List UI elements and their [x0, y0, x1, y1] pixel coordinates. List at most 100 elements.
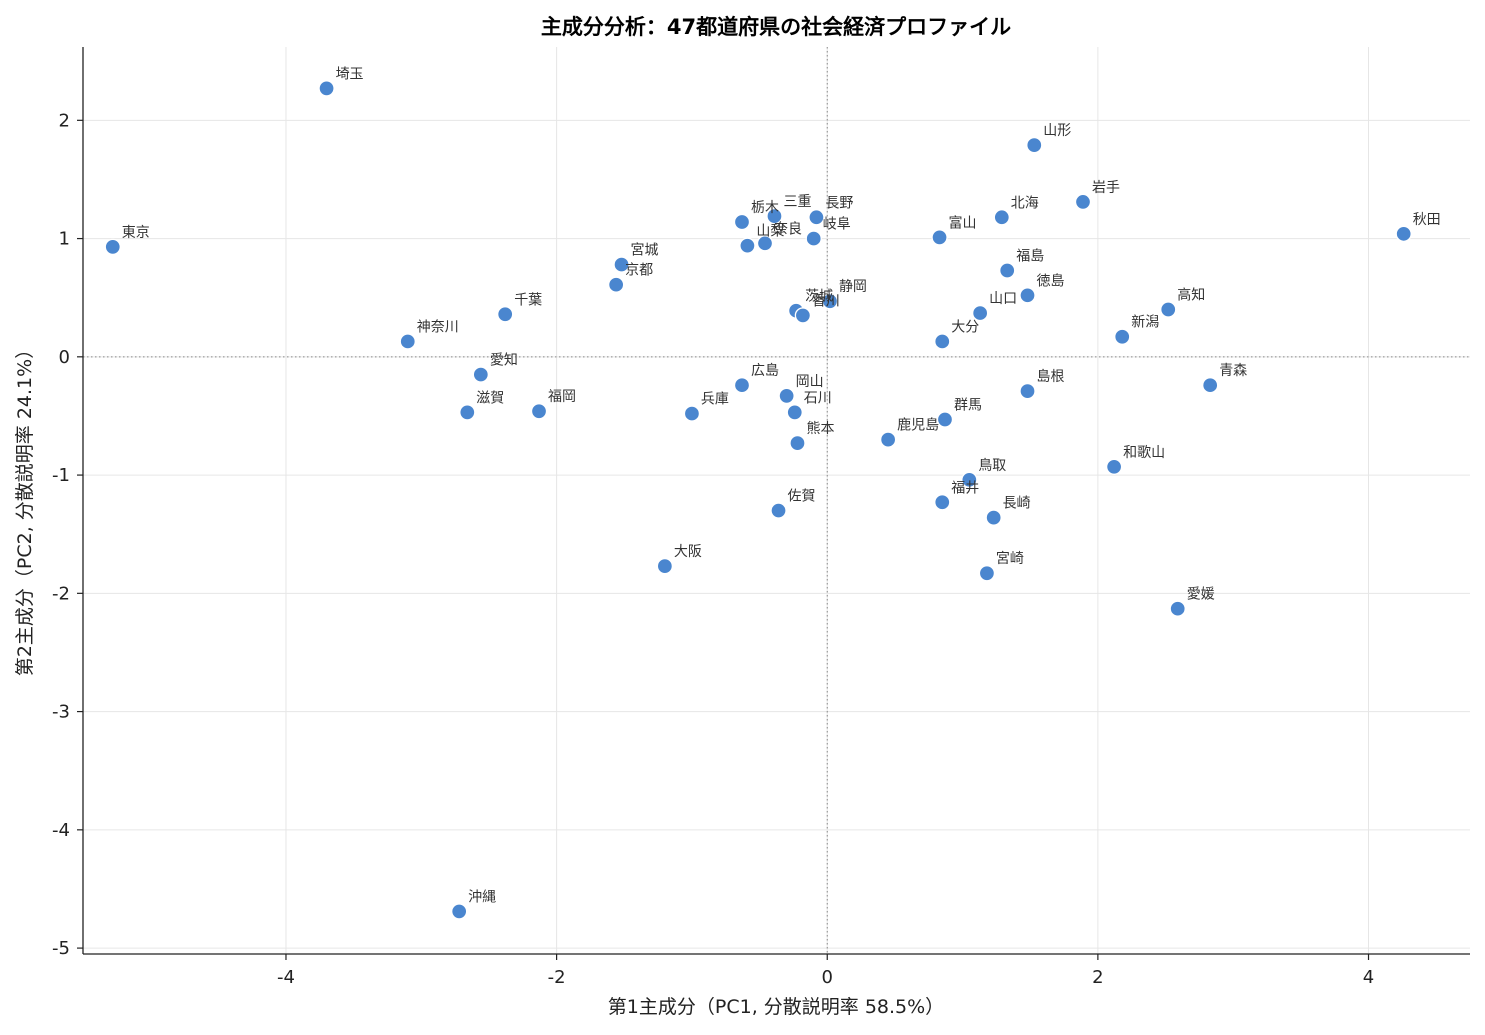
data-point — [972, 304, 989, 322]
point-label: 徳島 — [1037, 273, 1065, 289]
data-point — [733, 213, 751, 231]
chart-title: 主成分分析：47都道府県の社会経済プロファイル — [541, 15, 1011, 39]
point-label: 宮崎 — [996, 551, 1024, 567]
x-tick-label: -2 — [548, 967, 566, 988]
point-label: 大阪 — [674, 544, 702, 560]
data-point — [789, 434, 806, 452]
data-point — [1160, 301, 1177, 318]
point-label: 鳥取 — [978, 458, 1006, 474]
point-label: 大分 — [951, 319, 979, 335]
data-point — [656, 557, 674, 575]
point-label: 静岡 — [839, 279, 867, 295]
data-point — [786, 404, 803, 421]
point-label: 滋賀 — [476, 390, 504, 406]
data-point — [1074, 193, 1092, 211]
point-label: 熊本 — [806, 421, 834, 437]
data-point — [808, 209, 825, 226]
y-tick-label: 1 — [59, 229, 70, 250]
data-point — [472, 366, 489, 383]
point-label: 秋田 — [1413, 212, 1441, 228]
point-label: 石川 — [804, 390, 832, 406]
point-label: 神奈川 — [417, 319, 459, 335]
point-label: 兵庫 — [701, 391, 729, 408]
point-label: 宮城 — [631, 243, 659, 259]
data-point — [821, 293, 839, 310]
data-point — [931, 229, 948, 246]
data-point — [934, 333, 951, 350]
data-point — [1019, 382, 1036, 400]
data-point — [961, 471, 978, 488]
axes — [82, 47, 1470, 955]
point-label: 新潟 — [1131, 315, 1159, 331]
y-axis-ticks: -5 -4 -3 -2 -1 0 1 2 — [52, 110, 83, 959]
x-tick-label: 2 — [1092, 967, 1103, 988]
data-point — [739, 237, 756, 254]
data-point — [756, 235, 774, 252]
y-tick-label: -5 — [52, 938, 70, 959]
y-tick-label: -4 — [52, 820, 70, 841]
zero-reference-lines — [83, 47, 1470, 954]
data-point — [879, 431, 897, 448]
data-point — [613, 256, 630, 273]
point-label: 沖縄 — [468, 889, 496, 905]
data-point — [1114, 328, 1131, 345]
data-point — [733, 377, 751, 394]
data-point — [318, 80, 335, 97]
point-label: 三重 — [783, 194, 811, 210]
data-point — [985, 509, 1002, 526]
x-tick-label: 4 — [1363, 967, 1374, 988]
point-label: 愛媛 — [1187, 587, 1215, 603]
data-point — [993, 209, 1010, 226]
point-label: 福井 — [951, 480, 979, 496]
point-label: 山梨 — [756, 224, 784, 240]
point-label: 岩手 — [1092, 180, 1120, 196]
point-label: 千葉 — [514, 292, 542, 308]
data-point — [459, 404, 476, 421]
point-label: 山口 — [989, 291, 1017, 307]
data-point — [1202, 377, 1219, 394]
data-point — [778, 387, 795, 404]
y-tick-label: -2 — [52, 583, 70, 604]
point-label: 青森 — [1219, 363, 1247, 379]
x-tick-label: -4 — [277, 967, 295, 988]
point-label: 埼玉 — [336, 66, 364, 82]
point-label: 愛知 — [490, 352, 518, 369]
point-label: 和歌山 — [1123, 445, 1165, 461]
point-label: 長野 — [825, 195, 853, 211]
point-label: 北海 — [1011, 195, 1039, 211]
data-point — [794, 307, 812, 324]
point-label: 京都 — [625, 263, 653, 279]
x-axis-ticks: -4 -2 0 2 4 — [277, 954, 1374, 988]
point-label: 群馬 — [954, 397, 982, 413]
data-point — [805, 230, 822, 247]
y-tick-label: -1 — [52, 465, 70, 486]
point-label: 岐阜 — [823, 216, 851, 233]
point-label: 富山 — [949, 214, 977, 231]
x-tick-label: 0 — [822, 967, 833, 988]
data-point — [978, 565, 996, 582]
point-label: 福島 — [1016, 248, 1044, 264]
data-points — [104, 80, 1412, 920]
data-point — [770, 502, 787, 519]
point-label: 高知 — [1177, 287, 1205, 304]
point-label: 島根 — [1037, 369, 1065, 385]
data-point — [999, 262, 1016, 279]
data-point — [497, 306, 514, 323]
point-label: 広島 — [751, 363, 779, 379]
data-point — [766, 207, 783, 225]
data-point — [1105, 458, 1123, 475]
x-axis-label: 第1主成分（PC1, 分散説明率 58.5%） — [608, 996, 944, 1018]
point-label: 岡山 — [796, 374, 824, 390]
data-point — [1395, 225, 1412, 242]
data-point — [530, 403, 548, 420]
y-tick-label: 2 — [59, 110, 70, 131]
data-point — [936, 411, 954, 428]
data-point — [1169, 600, 1186, 617]
y-tick-label: 0 — [59, 347, 70, 368]
point-label: 長崎 — [1003, 496, 1031, 512]
data-point — [607, 276, 625, 293]
grid-lines — [83, 47, 1470, 954]
point-label: 山形 — [1043, 123, 1071, 139]
